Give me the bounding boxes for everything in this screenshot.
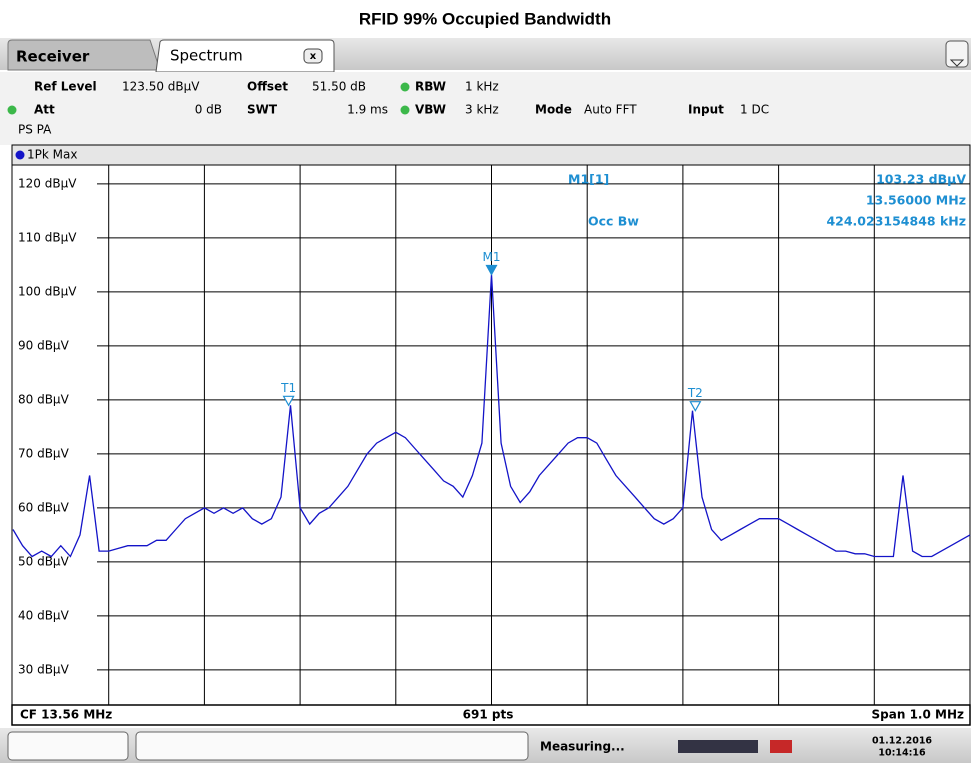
occ-bw-label: Occ Bw bbox=[588, 214, 639, 229]
setting-value: 0 dB bbox=[195, 103, 222, 117]
status-dot bbox=[400, 82, 410, 92]
setting-label: Ref Level bbox=[34, 80, 97, 94]
setting-value: 1 kHz bbox=[465, 80, 499, 94]
plot: 30 dBµV 40 dBµV 50 dBµV 60 dBµV 70 dBµV 80 dB… bbox=[12, 165, 971, 705]
setting-value: Auto FFT bbox=[584, 103, 637, 117]
status-field bbox=[7, 731, 129, 761]
setting-value: 51.50 dB bbox=[312, 80, 366, 94]
setting-label: Input bbox=[688, 103, 724, 117]
settings-panel bbox=[0, 72, 971, 145]
menu-icon bbox=[949, 59, 965, 67]
progress-bar bbox=[678, 740, 758, 753]
tab-receiver[interactable] bbox=[7, 39, 161, 71]
setting-value: 3 kHz bbox=[465, 103, 499, 117]
marker-label: T1 bbox=[280, 381, 296, 395]
setting-label: VBW bbox=[415, 103, 446, 117]
occ-bw-value: 424.023154848 kHz bbox=[826, 214, 966, 229]
marker bbox=[485, 264, 498, 276]
status-time: 10:14:16 bbox=[878, 748, 926, 759]
marker bbox=[689, 401, 702, 412]
setting-label: Mode bbox=[535, 103, 572, 117]
y-tick-label: 80 dBµV bbox=[18, 392, 70, 406]
status-dot bbox=[7, 105, 17, 115]
marker-label: T2 bbox=[687, 386, 703, 400]
close-icon: x bbox=[310, 51, 317, 62]
y-tick-label: 100 dBµV bbox=[18, 284, 77, 298]
setting-note: PS PA bbox=[18, 123, 52, 137]
menu-button[interactable] bbox=[945, 40, 969, 68]
status-date: 01.12.2016 bbox=[872, 736, 932, 747]
tab-label: Spectrum bbox=[170, 47, 243, 65]
setting-label: Att bbox=[34, 103, 55, 117]
setting-label: Offset bbox=[247, 80, 288, 94]
y-tick-label: 110 dBµV bbox=[18, 230, 77, 244]
tab-spectrum[interactable] bbox=[155, 39, 335, 73]
y-tick-label: 30 dBµV bbox=[18, 662, 70, 676]
brand-logo bbox=[770, 740, 792, 753]
trace-dot bbox=[15, 150, 25, 160]
setting-value: 123.50 dBµV bbox=[122, 80, 200, 94]
marker-frequency: 13.56000 MHz bbox=[866, 193, 966, 208]
trace-name: 1Pk Max bbox=[27, 148, 77, 162]
page-title: RFID 99% Occupied Bandwidth bbox=[359, 9, 611, 28]
marker bbox=[282, 395, 295, 407]
center-frequency: CF 13.56 MHz bbox=[20, 708, 112, 722]
y-tick-label: 50 dBµV bbox=[18, 554, 70, 568]
y-tick-label: 120 dBµV bbox=[18, 176, 77, 190]
status-field bbox=[135, 731, 529, 761]
setting-value: 1.9 ms bbox=[347, 103, 388, 117]
status-state: Measuring... bbox=[540, 740, 625, 754]
setting-value: 1 DC bbox=[740, 103, 769, 117]
settings: Ref Level 123.50 dBµV Offset 51.50 dB RB… bbox=[7, 80, 769, 137]
trace-header bbox=[11, 144, 971, 166]
setting-label: SWT bbox=[247, 103, 278, 117]
y-tick-label: 40 dBµV bbox=[18, 608, 70, 622]
status-dot bbox=[400, 105, 410, 115]
close-button[interactable] bbox=[303, 48, 323, 64]
tab-label: Receiver bbox=[16, 48, 90, 66]
setting-label: RBW bbox=[415, 80, 446, 94]
y-tick-label: 90 dBµV bbox=[18, 338, 70, 352]
footer-bar bbox=[11, 704, 971, 726]
marker-label: M1 bbox=[483, 250, 501, 264]
span: Span 1.0 MHz bbox=[872, 708, 964, 722]
marker-level: 103.23 dBµV bbox=[876, 172, 966, 187]
points: 691 pts bbox=[463, 708, 514, 722]
marker-name: M1[1] bbox=[568, 172, 609, 187]
y-tick-label: 60 dBµV bbox=[18, 500, 70, 514]
y-tick-label: 70 dBµV bbox=[18, 446, 70, 460]
